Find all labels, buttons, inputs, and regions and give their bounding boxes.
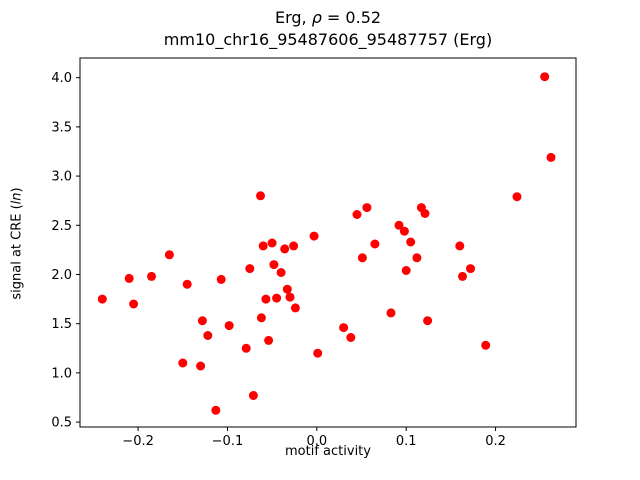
data-point — [282, 284, 292, 294]
x-axis-label: motif activity — [285, 444, 371, 459]
x-tick-label: −0.1 — [212, 434, 244, 449]
chart-title-rho: ρ — [311, 8, 322, 27]
data-point — [124, 273, 134, 283]
data-point — [264, 335, 274, 345]
data-point — [412, 253, 422, 263]
y-tick-label: 2.5 — [51, 219, 72, 234]
data-point — [357, 253, 367, 263]
data-point — [216, 274, 226, 284]
y-tick-label: 3.0 — [51, 170, 72, 185]
data-point — [352, 210, 362, 219]
data-point — [258, 241, 268, 251]
data-point — [401, 266, 411, 275]
data-point — [211, 405, 221, 415]
data-point — [546, 152, 556, 162]
data-point — [245, 264, 255, 274]
data-point — [423, 316, 433, 326]
y-axis-label: signal at CRE (ln) — [10, 144, 25, 344]
y-axis-label-post: ) — [9, 187, 25, 193]
data-point — [386, 308, 396, 318]
y-tick-label: 4.0 — [51, 71, 72, 86]
data-point — [197, 316, 207, 326]
data-point — [290, 303, 300, 313]
y-tick-label: 3.5 — [51, 120, 72, 135]
x-tick-label: 0.2 — [485, 434, 506, 449]
y-tick-label: 1.5 — [51, 317, 72, 332]
y-tick-label: 1.0 — [51, 366, 72, 381]
data-point — [147, 271, 156, 281]
y-tick-label: 2.0 — [51, 268, 72, 283]
x-tick-label: 0.1 — [396, 434, 417, 449]
data-point — [346, 333, 356, 342]
x-tick-label: 0.0 — [306, 434, 327, 449]
data-point — [512, 192, 522, 202]
data-point — [455, 241, 465, 251]
chart-title-text: Erg, — [274, 8, 312, 27]
data-point — [256, 191, 265, 201]
data-point — [370, 239, 380, 249]
data-point — [406, 237, 416, 247]
data-point — [362, 203, 372, 213]
chart-title-value: = 0.52 — [321, 8, 382, 27]
y-tick-label: 0.5 — [51, 416, 72, 431]
data-point — [196, 361, 206, 371]
data-point — [313, 348, 323, 358]
x-tick-label: −0.2 — [122, 434, 154, 449]
y-axis-label-italic: ln — [9, 192, 25, 205]
data-point — [309, 231, 319, 241]
data-point — [285, 292, 295, 302]
chart-subtitle: mm10_chr16_95487606_95487757 (Erg) — [163, 30, 493, 49]
data-point — [399, 226, 409, 236]
data-point — [466, 264, 475, 274]
data-point — [280, 244, 290, 254]
data-point — [339, 323, 349, 333]
data-point — [248, 391, 258, 400]
axes-frame — [79, 57, 577, 428]
data-point — [241, 343, 251, 353]
data-point — [97, 294, 107, 304]
data-point — [272, 293, 282, 303]
data-point — [203, 331, 213, 340]
data-point — [289, 241, 299, 251]
data-point — [182, 279, 192, 289]
y-axis-label-pre: signal at CRE ( — [9, 204, 25, 300]
data-point — [420, 209, 430, 218]
data-point — [269, 260, 279, 270]
data-point — [267, 238, 277, 248]
data-point — [178, 358, 188, 368]
data-point — [458, 271, 467, 281]
data-point — [256, 313, 266, 323]
data-point — [276, 268, 286, 277]
data-point — [261, 294, 271, 304]
data-point — [481, 340, 491, 350]
chart-title: Erg, ρ = 0.52 — [80, 8, 576, 28]
data-point — [164, 250, 174, 260]
data-point — [394, 220, 404, 230]
data-point — [129, 299, 139, 309]
data-point — [224, 321, 234, 331]
data-point — [540, 72, 550, 82]
